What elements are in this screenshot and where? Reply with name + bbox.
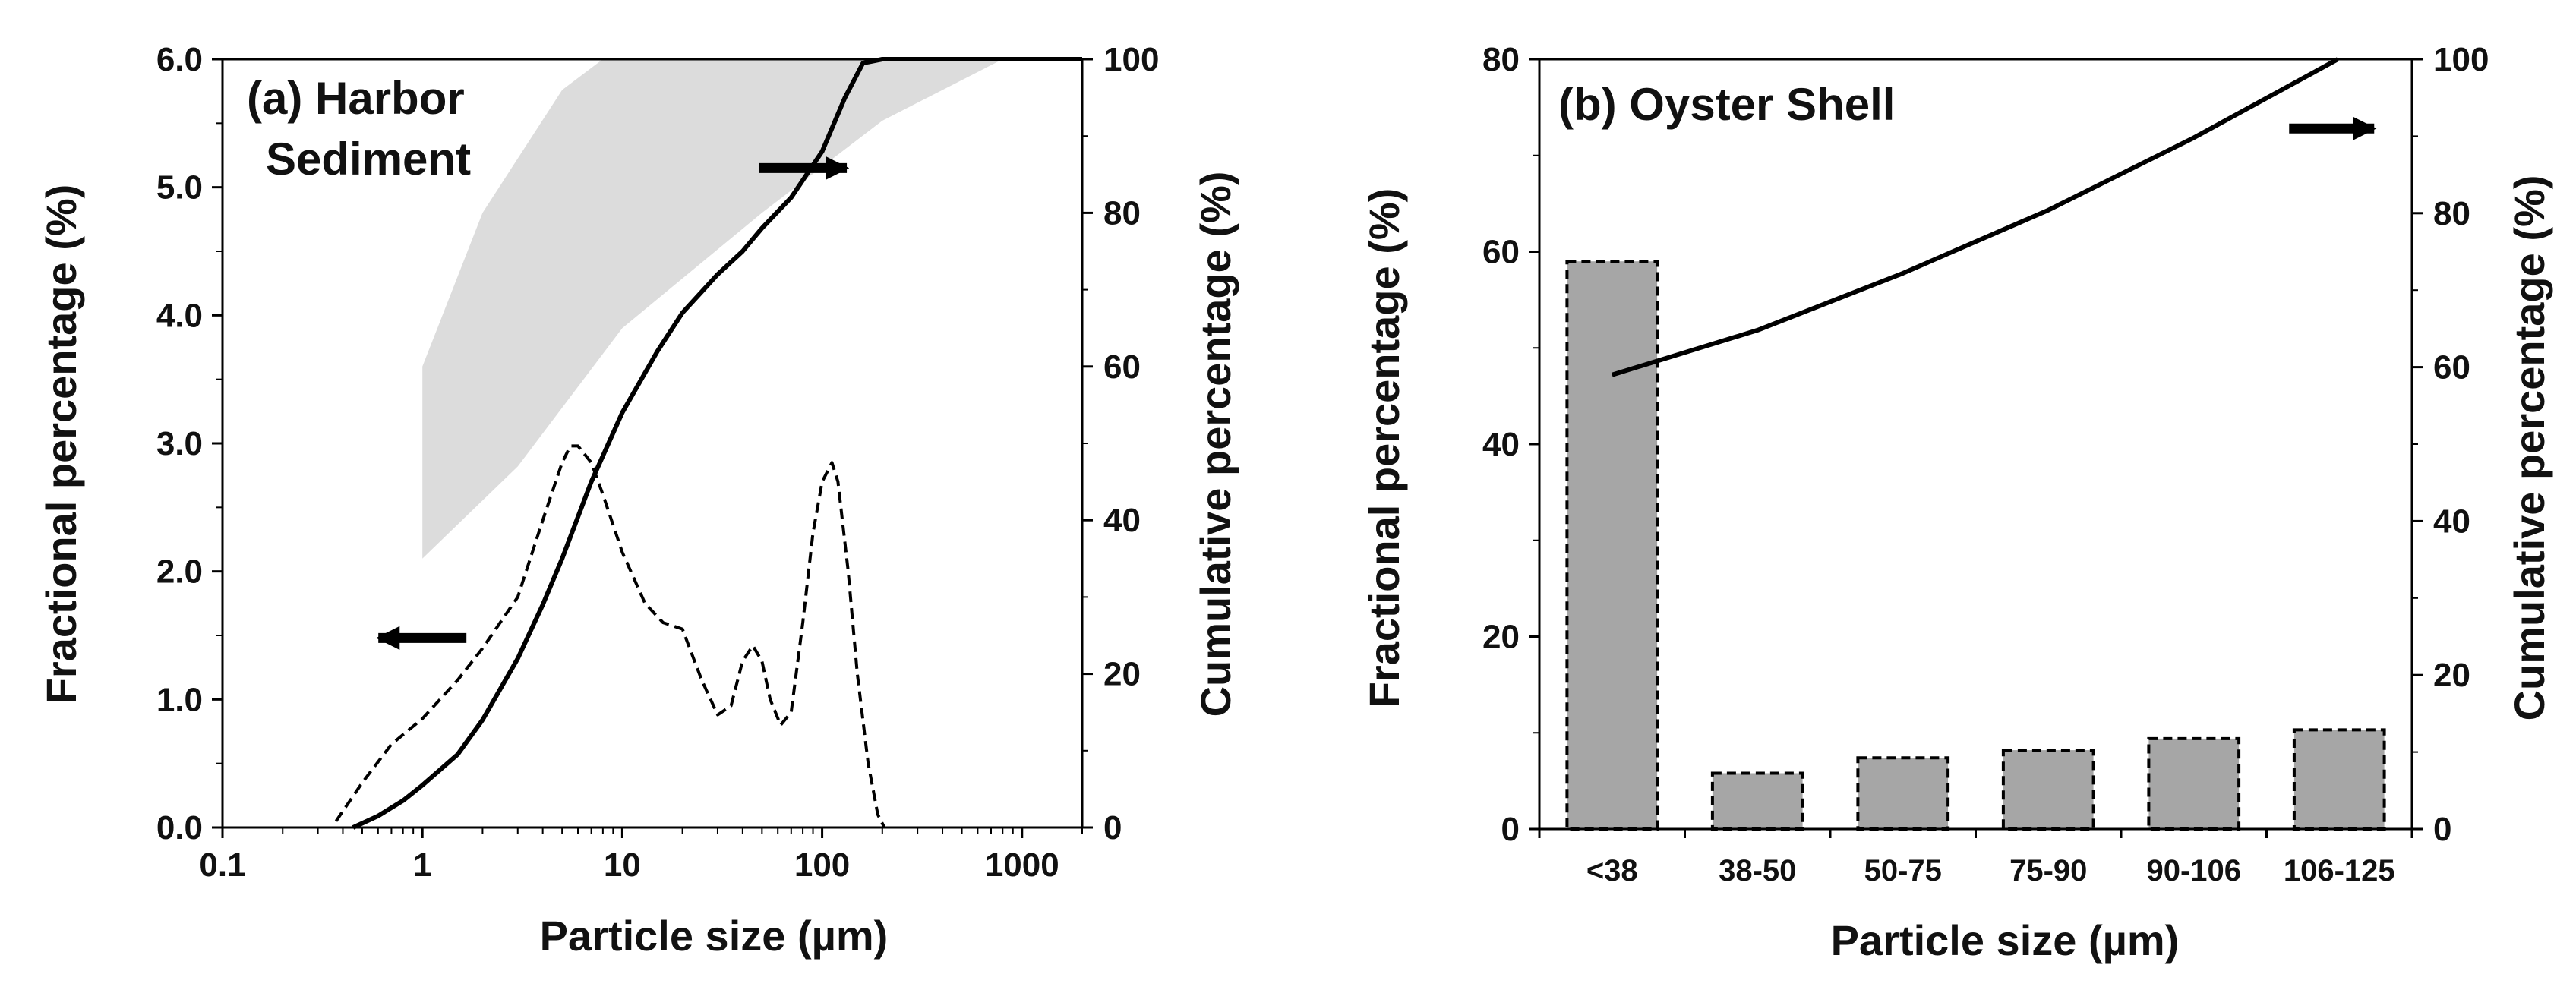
panel-a-series bbox=[334, 57, 1082, 830]
panel-b-y2-tick-label: 0 bbox=[2433, 811, 2451, 848]
panel-a-y2-tick-label: 0 bbox=[1103, 809, 1122, 846]
panel-a-y-tick-label: 0.0 bbox=[156, 809, 203, 846]
fractional-percentage-line bbox=[334, 444, 886, 828]
panel-a-y2-axis-title: Cumulative percentage (%) bbox=[1192, 172, 1239, 717]
panel-b-oyster-shell: <38 38-50 50-75 75-90 90-106 106-125 0 20 40 60 80… bbox=[1360, 41, 2553, 964]
panel-a-y2-tick-label: 40 bbox=[1103, 502, 1141, 539]
bar-50-75 bbox=[1856, 756, 1950, 831]
panel-a-x-tick-label: 100 bbox=[794, 846, 850, 884]
bar-75-90 bbox=[2001, 749, 2095, 831]
panel-a-annotations bbox=[376, 156, 850, 650]
gradation-envelope-area bbox=[422, 59, 1082, 559]
panel-a-x-tick-label: 10 bbox=[604, 846, 641, 884]
panel-a-x-tick-label: 0.1 bbox=[199, 846, 245, 884]
panel-b-y2-tick-label: 40 bbox=[2433, 503, 2470, 540]
panel-b-y2-axis-title: Cumulative percentage (%) bbox=[2505, 175, 2553, 721]
panel-b-axes: <38 38-50 50-75 75-90 90-106 106-125 0 20 40 60 80… bbox=[1482, 41, 2489, 887]
panel-a-y-tick-label: 3.0 bbox=[156, 425, 203, 462]
panel-b-y-tick-label: 20 bbox=[1482, 619, 1520, 656]
panel-a-title-line-2: Sediment bbox=[266, 134, 471, 184]
panel-b-y-tick-label: 0 bbox=[1501, 811, 1520, 848]
panel-b-x-axis-title: Particle size (µm) bbox=[1831, 916, 2180, 964]
panel-a-y-tick-label: 2.0 bbox=[156, 553, 203, 591]
panel-b-title: (b) Oyster Shell bbox=[1558, 79, 1895, 130]
panel-b-y-tick-label: 60 bbox=[1482, 234, 1520, 271]
panel-b-bars bbox=[1565, 260, 2386, 831]
cumulative-percentage-line bbox=[1611, 57, 2339, 377]
panel-b-category-label: 106-125 bbox=[2284, 854, 2395, 887]
panel-a-y-tick-label: 5.0 bbox=[156, 169, 203, 206]
panel-b-y-axis-title: Fractional percentage (%) bbox=[1360, 188, 1408, 708]
panel-a-y-tick-label: 4.0 bbox=[156, 297, 203, 334]
panel-b-series bbox=[1611, 57, 2339, 377]
panel-a-y2-tick-label: 20 bbox=[1103, 656, 1141, 693]
panel-a-y2-tick-label: 60 bbox=[1103, 348, 1141, 386]
bar-38-50 bbox=[1710, 771, 1804, 831]
panel-b-y2-tick-label: 60 bbox=[2433, 349, 2470, 386]
bar-106-125 bbox=[2292, 728, 2386, 831]
panel-b-y2-tick-label: 100 bbox=[2433, 41, 2489, 78]
panel-a-title-line-1: (a) Harbor bbox=[247, 73, 465, 124]
panel-b-category-label: 75-90 bbox=[2009, 854, 2087, 887]
panel-a-y-tick-label: 1.0 bbox=[156, 681, 203, 718]
panel-b-category-label: <38 bbox=[1586, 854, 1638, 887]
panel-b-y-tick-label: 80 bbox=[1482, 41, 1520, 78]
panel-b-category-label: 90-106 bbox=[2146, 854, 2241, 887]
bar-90-106 bbox=[2147, 736, 2241, 831]
panel-b-category-label: 38-50 bbox=[1719, 854, 1796, 887]
panel-a-x-tick-label: 1000 bbox=[985, 846, 1059, 884]
panel-a-x-tick-label: 1 bbox=[413, 846, 431, 884]
panel-b-y2-tick-label: 20 bbox=[2433, 657, 2470, 694]
bar-<38 bbox=[1565, 260, 1659, 831]
panel-a-x-axis-title: Particle size (µm) bbox=[540, 912, 889, 960]
panel-a-y-tick-label: 6.0 bbox=[156, 41, 203, 78]
panel-b-y-tick-label: 40 bbox=[1482, 426, 1520, 463]
gradation-envelope-band bbox=[422, 59, 1082, 559]
cumulative-percentage-line bbox=[352, 57, 1082, 830]
panel-a-axes: 0.1 1 10 100 1000 0.0 1.0 2.0 3.0 4.0 5.0 6.0 0 20 40 6… bbox=[156, 41, 1160, 884]
panel-a-y2-tick-label: 100 bbox=[1103, 41, 1159, 78]
panel-a-y2-tick-label: 80 bbox=[1103, 194, 1141, 232]
panel-b-category-label: 50-75 bbox=[1864, 854, 1942, 887]
panel-b-y2-tick-label: 80 bbox=[2433, 195, 2470, 232]
panel-a-y-axis-title: Fractional percentage (%) bbox=[37, 184, 85, 705]
panel-a-harbor-sediment: 0.1 1 10 100 1000 0.0 1.0 2.0 3.0 4.0 5.0 6.0 0 20 40 6… bbox=[37, 41, 1239, 960]
